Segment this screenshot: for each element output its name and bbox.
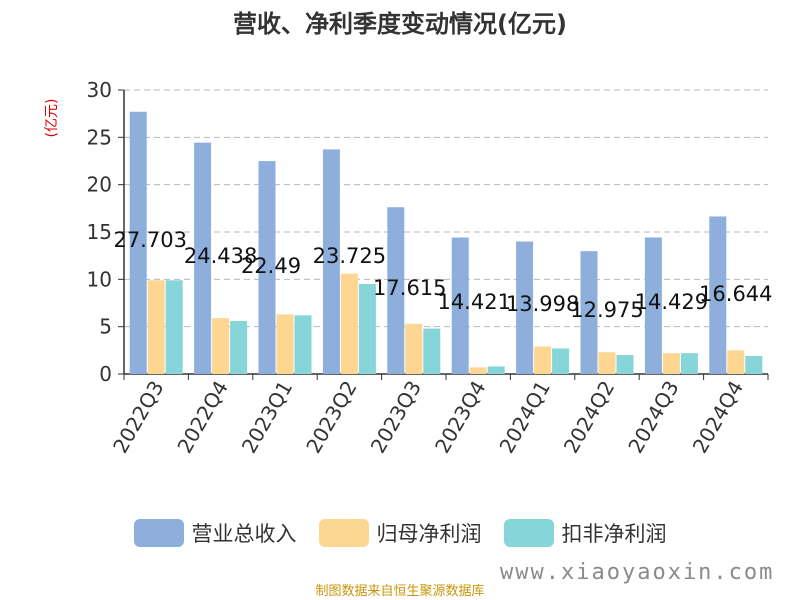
- bar-net-profit: [598, 352, 616, 374]
- data-label-revenue: 23.725: [313, 244, 386, 268]
- y-tick-label: 0: [99, 362, 112, 386]
- data-label-revenue: 27.703: [113, 228, 186, 252]
- data-label-revenue: 12.975: [570, 298, 643, 322]
- bar-revenue: [129, 111, 147, 374]
- legend-item-net-profit[interactable]: 归母净利润: [318, 518, 482, 548]
- bar-deducted-profit: [552, 348, 570, 374]
- x-category-label: 2022Q3: [108, 377, 168, 458]
- data-label-revenue: 22.49: [241, 254, 301, 278]
- x-category-label: 2024Q2: [559, 377, 619, 458]
- data-source-note: 制图数据来自恒生聚源数据库: [315, 584, 485, 599]
- data-label-revenue: 14.429: [635, 290, 708, 314]
- data-label-revenue: 17.615: [373, 276, 446, 300]
- x-category-label: 2023Q1: [237, 377, 297, 458]
- data-label-revenue: 16.644: [699, 282, 772, 306]
- data-label-revenue: 14.421: [437, 290, 510, 314]
- legend-item-deducted-profit[interactable]: 扣非净利润: [503, 518, 667, 548]
- legend-label-deducted-profit: 扣非净利润: [561, 522, 667, 546]
- y-tick-label: 15: [87, 220, 112, 244]
- bar-net-profit: [405, 323, 423, 374]
- x-category-label: 2023Q2: [301, 377, 361, 458]
- legend-swatch-revenue: [133, 519, 184, 547]
- bar-net-profit: [469, 367, 487, 374]
- x-category-label: 2022Q4: [172, 377, 232, 458]
- bar-deducted-profit: [745, 356, 763, 374]
- y-tick-label: 30: [87, 78, 112, 102]
- bar-deducted-profit: [165, 280, 183, 374]
- bar-net-profit: [212, 318, 230, 374]
- bar-revenue: [322, 149, 340, 374]
- bar-net-profit: [727, 350, 745, 374]
- bar-net-profit: [340, 273, 358, 374]
- legend-label-revenue: 营业总收入: [191, 522, 297, 546]
- bar-revenue: [580, 251, 598, 374]
- x-category-label: 2024Q3: [623, 377, 683, 458]
- bar-deducted-profit: [294, 315, 312, 374]
- bar-net-profit: [147, 280, 165, 374]
- y-tick-label: 20: [87, 173, 112, 197]
- y-tick-label: 5: [99, 315, 112, 339]
- bar-net-profit: [662, 353, 680, 374]
- y-tick-label: 25: [87, 125, 112, 149]
- y-tick-label: 10: [87, 267, 112, 291]
- legend: 营业总收入 归母净利润 扣非净利润: [0, 518, 800, 548]
- x-category-label: 2024Q1: [494, 377, 554, 458]
- bar-revenue: [516, 241, 534, 374]
- legend-swatch-deducted-profit: [503, 519, 554, 547]
- watermark: www.xiaoyaoxin.com: [500, 560, 775, 585]
- bar-revenue: [387, 207, 405, 374]
- x-category-label: 2023Q4: [430, 377, 490, 458]
- bar-net-profit: [276, 314, 294, 374]
- legend-label-net-profit: 归母净利润: [376, 522, 482, 546]
- bar-revenue: [451, 237, 469, 374]
- bar-net-profit: [534, 346, 552, 374]
- legend-item-revenue[interactable]: 营业总收入: [133, 518, 297, 548]
- bar-deducted-profit: [423, 328, 441, 374]
- data-label-revenue: 13.998: [506, 292, 579, 316]
- x-category-label: 2024Q4: [688, 377, 748, 458]
- bar-revenue: [709, 216, 727, 374]
- chart-title: 营收、净利季度变动情况(亿元): [233, 10, 567, 38]
- bar-deducted-profit: [680, 353, 698, 374]
- bar-revenue: [258, 161, 276, 374]
- bar-deducted-profit: [487, 366, 505, 374]
- x-category-label: 2023Q3: [366, 377, 426, 458]
- bar-revenue: [644, 237, 662, 374]
- bar-deducted-profit: [358, 284, 376, 374]
- bar-deducted-profit: [230, 320, 248, 374]
- bar-revenue: [194, 142, 212, 374]
- legend-swatch-net-profit: [318, 519, 369, 547]
- bar-deducted-profit: [616, 355, 634, 374]
- data-label-revenue: 24.438: [184, 244, 257, 268]
